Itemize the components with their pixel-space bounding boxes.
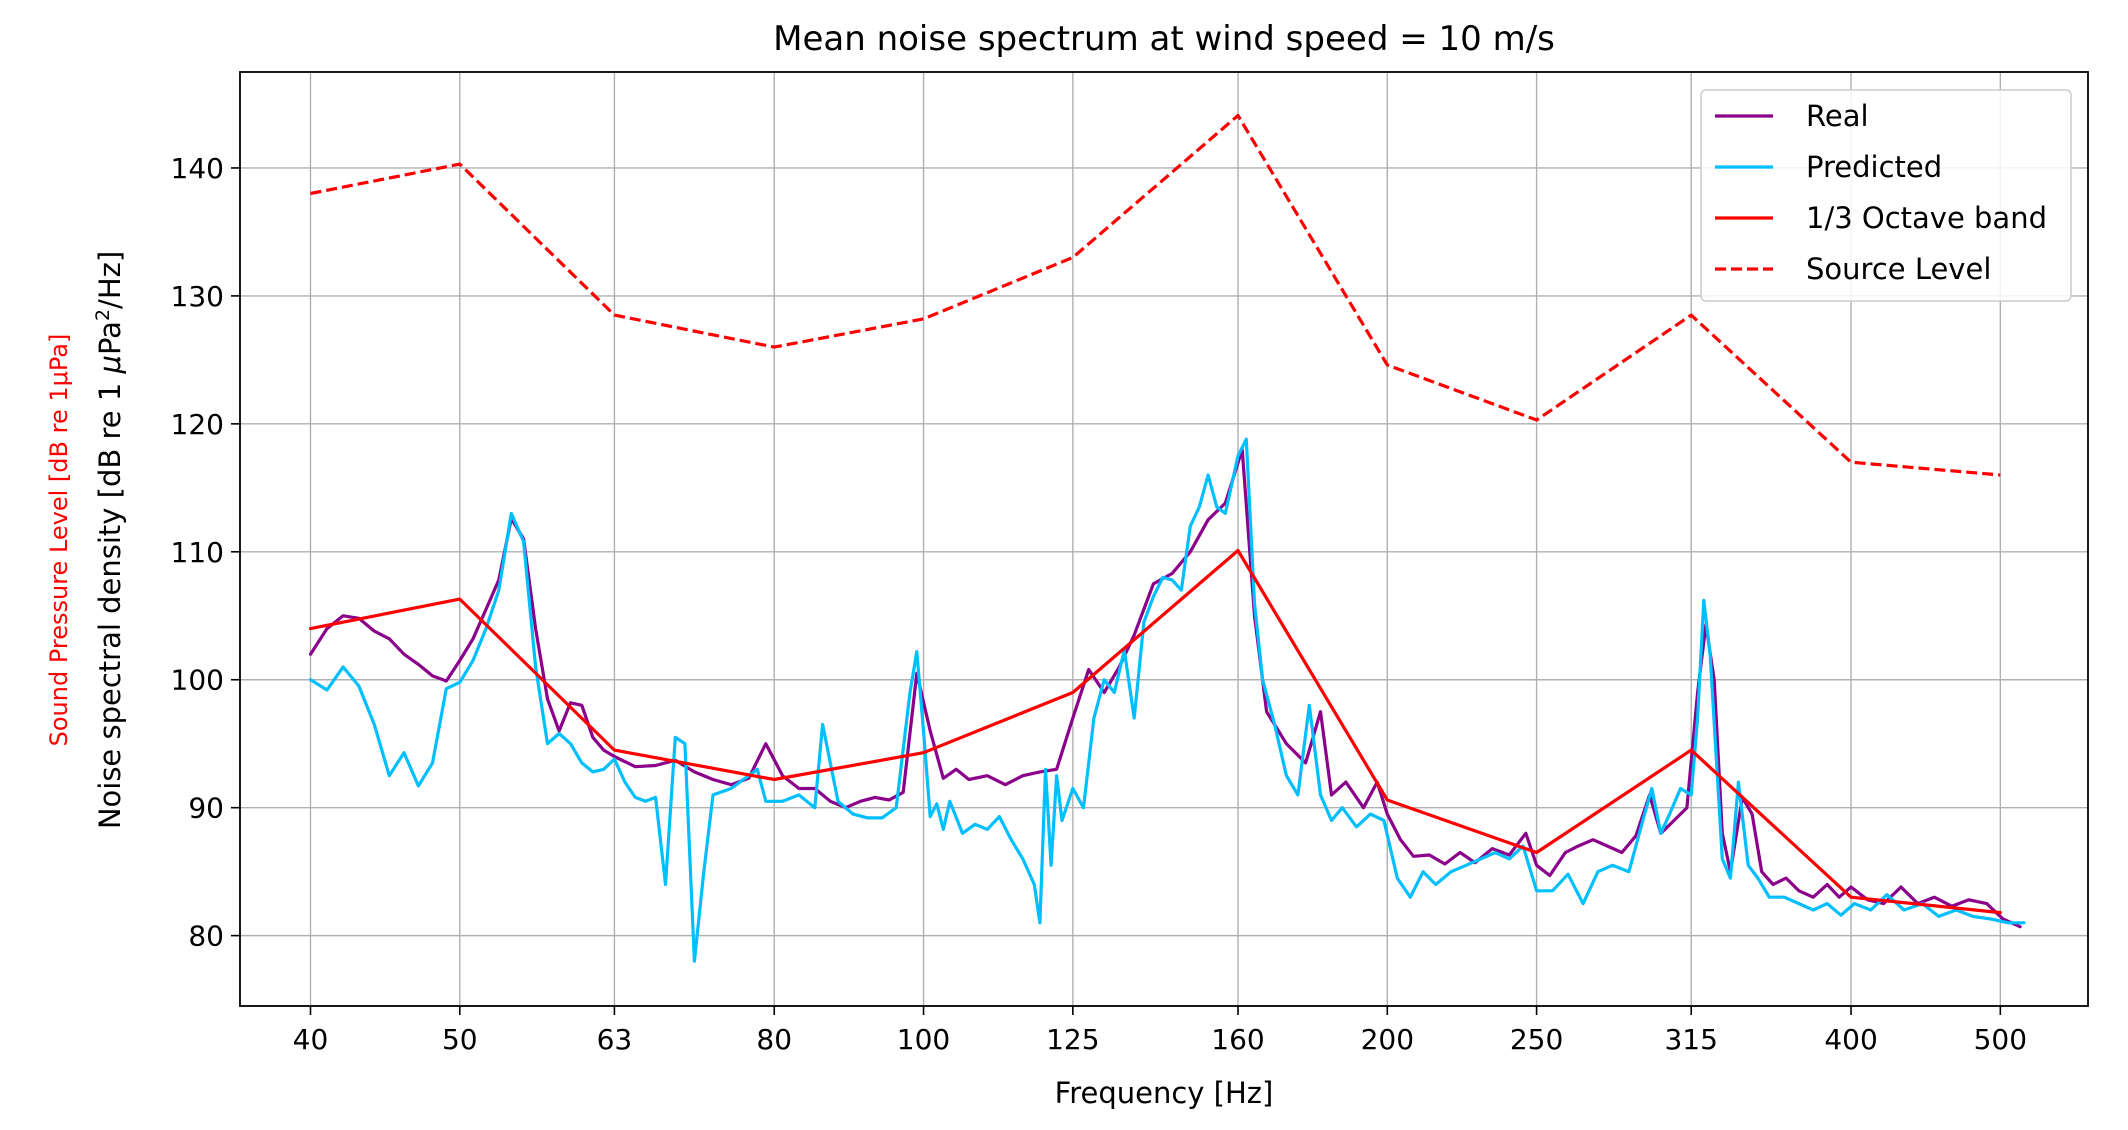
series-source-level-line bbox=[310, 113, 2001, 477]
y-label-suffix: /Hz] bbox=[93, 251, 127, 309]
axis-ticks: 40 50 63 80 100 125 160 200 250 315 400 500 80 90 100 1… bbox=[171, 152, 2028, 1056]
series-real-line bbox=[308, 447, 2022, 929]
y-label-superscript: 2 bbox=[92, 309, 114, 321]
y-label-mu: μ bbox=[93, 355, 127, 374]
x-tick-label: 315 bbox=[1664, 1023, 1717, 1056]
x-tick-label: 100 bbox=[897, 1023, 950, 1056]
x-tick-label: 40 bbox=[293, 1023, 329, 1056]
legend: Real Predicted 1/3 Octave band Source Le… bbox=[1700, 89, 2072, 302]
series-octave-band-line bbox=[308, 548, 2002, 915]
y-tick-label: 120 bbox=[171, 408, 224, 441]
y-tick-label: 100 bbox=[171, 664, 224, 697]
x-tick-label: 50 bbox=[442, 1023, 478, 1056]
plot-frame bbox=[239, 71, 2089, 1007]
y-tick-label: 110 bbox=[171, 536, 224, 569]
x-axis-label: Frequency [Hz] bbox=[1055, 1076, 1274, 1110]
legend-label-predicted: Predicted bbox=[1806, 150, 1942, 184]
chart-title: Mean noise spectrum at wind speed = 10 m… bbox=[773, 19, 1555, 59]
y-tick-label: 90 bbox=[188, 792, 224, 825]
x-tick-label: 125 bbox=[1046, 1023, 1099, 1056]
y-axis-label-secondary: Sound Pressure Level [dB re 1μPa] bbox=[45, 334, 73, 747]
y-tick-label: 140 bbox=[171, 152, 224, 185]
series-group bbox=[308, 113, 2026, 963]
x-tick-label: 80 bbox=[756, 1023, 792, 1056]
y-label-prefix: Noise spectral density [dB re 1 bbox=[93, 373, 127, 829]
legend-box bbox=[1700, 89, 2072, 302]
series-predicted-line bbox=[308, 437, 2026, 963]
x-tick-label: 400 bbox=[1824, 1023, 1877, 1056]
legend-label-real: Real bbox=[1806, 99, 1869, 133]
x-tick-label: 200 bbox=[1361, 1023, 1414, 1056]
x-tick-label: 160 bbox=[1211, 1023, 1264, 1056]
legend-label-octave: 1/3 Octave band bbox=[1806, 201, 2047, 235]
x-tick-label: 63 bbox=[597, 1023, 633, 1056]
y-tick-label: 130 bbox=[171, 280, 224, 313]
y-axis-label-main: Noise spectral density [dB re 1 μPa2/Hz] bbox=[92, 251, 127, 829]
y-label-pa: Pa bbox=[93, 321, 127, 355]
y-tick-label: 80 bbox=[188, 920, 224, 953]
legend-label-source: Source Level bbox=[1806, 252, 1991, 286]
x-tick-label: 500 bbox=[1974, 1023, 2027, 1056]
x-tick-label: 250 bbox=[1510, 1023, 1563, 1056]
